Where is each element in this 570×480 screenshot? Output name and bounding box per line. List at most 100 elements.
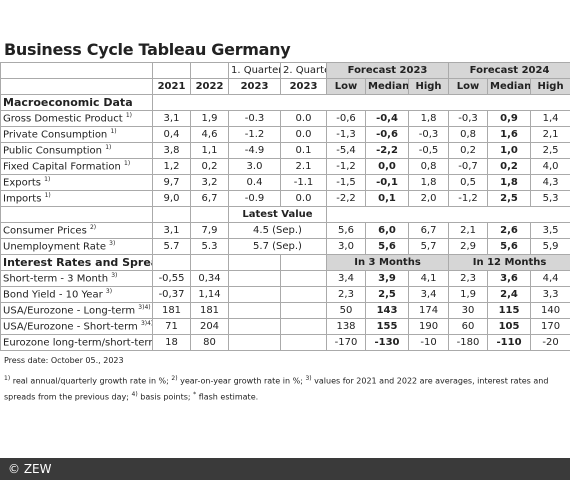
- value: 1,1: [190, 142, 229, 159]
- empty-cell: [0, 206, 153, 223]
- column-header: Low: [326, 78, 366, 95]
- row-label-cell: Private Consumption 1): [0, 126, 153, 143]
- forecast-value: 115: [487, 302, 532, 319]
- footnote-mark: 2): [89, 224, 97, 232]
- forecast-value: 3,6: [487, 270, 532, 287]
- empty-cell: [280, 302, 327, 319]
- data-row: Consumer Prices 2) 3,1 7,9 4.5 (Sep.) 5,6 6,0…: [0, 222, 570, 239]
- section-row: Macroeconomic Data: [0, 94, 570, 111]
- data-row: Gross Domestic Product 1) 3,1 1,9 -0.3 0.0 -0…: [0, 110, 570, 127]
- forecast-value: 2,5: [530, 142, 570, 159]
- value: 0.0: [280, 110, 327, 127]
- forecast-value: -0,4: [365, 110, 409, 127]
- value: 0,34: [190, 270, 229, 287]
- empty-cell: [0, 78, 153, 95]
- data-row: Exports 1) 9,7 3,2 0.4 -1.1 -1,5 -0,1 1,8 0,5 1,8…: [0, 174, 570, 191]
- value: 0,4: [152, 126, 191, 143]
- data-row: USA/Eurozone - Long-term 3)4) 181 181 50 143…: [0, 302, 570, 319]
- row-label: Consumer Prices: [3, 225, 87, 237]
- empty-cell: [325, 206, 570, 223]
- row-label-cell: Bond Yield - 10 Year 3): [0, 286, 153, 303]
- forecast-value: 170: [530, 318, 570, 335]
- forecast-value: 105: [487, 318, 532, 335]
- column-header: 2021: [152, 78, 191, 95]
- empty-cell: [280, 254, 327, 271]
- value: 0,2: [190, 158, 229, 175]
- forecast-value: 5,7: [407, 238, 450, 255]
- footnote-mark: 1): [125, 112, 132, 120]
- footnote-text: basis points;: [140, 392, 191, 402]
- value: -1.1: [280, 174, 327, 191]
- row-label: Unemployment Rate: [3, 241, 106, 253]
- value: 1,2: [152, 158, 191, 175]
- column-group: Forecast 2023: [325, 62, 450, 79]
- empty-cell: [228, 334, 281, 351]
- data-row: USA/Eurozone - Short-term 3)4) 71 204 138 15…: [0, 318, 570, 335]
- column-group: 1. Quarter: [228, 62, 281, 79]
- forecast-value: 2,1: [530, 126, 570, 143]
- empty-cell: [228, 270, 281, 287]
- footnote-mark: 1): [44, 192, 51, 200]
- footnote-mark: 2): [171, 375, 178, 382]
- empty-cell: [228, 254, 281, 271]
- row-label: Public Consumption: [3, 145, 103, 157]
- forecast-value: 174: [407, 302, 450, 319]
- forecast-value: 143: [365, 302, 409, 319]
- forecast-value: 2,6: [487, 222, 532, 239]
- row-label-cell: USA/Eurozone - Long-term 3)4): [0, 302, 153, 319]
- empty-cell: [0, 62, 153, 79]
- forecast-value: 3,9: [365, 270, 409, 287]
- data-row: Public Consumption 1) 3,8 1,1 -4.9 0.1 -5,4 -2…: [0, 142, 570, 159]
- forecast-value: 3,0: [326, 238, 366, 255]
- value: 5.7 (Sep.): [228, 238, 327, 255]
- forecast-value: 3,4: [326, 270, 366, 287]
- footnote-mark: 1): [110, 128, 117, 136]
- empty-cell: [152, 254, 191, 271]
- forecast-value: -5,4: [326, 142, 366, 159]
- forecast-value: 2,3: [448, 270, 489, 287]
- forecast-value: 30: [448, 302, 489, 319]
- row-label: USA/Eurozone - Short-term: [3, 321, 138, 333]
- footnote-mark: 4): [131, 390, 138, 398]
- forecast-value: 0,8: [407, 158, 450, 175]
- footnotes: 1) real annual/quarterly growth rate in …: [4, 372, 564, 403]
- copyright: © ZEW: [8, 462, 52, 476]
- forecast-value: -0,6: [365, 126, 409, 143]
- forecast-value: -110: [487, 334, 532, 351]
- footnote-mark: 1): [105, 144, 112, 152]
- forecast-value: 0,2: [487, 158, 532, 175]
- data-row: Fixed Capital Formation 1) 1,2 0,2 3.0 2.1 -1…: [0, 158, 570, 175]
- forecast-value: 5,9: [530, 238, 570, 255]
- horizon: In 12 Months: [448, 254, 570, 271]
- forecast-value: 4,0: [530, 158, 570, 175]
- column-group: 2. Quarter: [280, 62, 327, 79]
- forecast-value: -0,3: [407, 126, 450, 143]
- forecast-value: 2,4: [487, 286, 532, 303]
- value: 3.0: [228, 158, 281, 175]
- forecast-value: 1,8: [407, 174, 450, 191]
- forecast-value: 5,6: [487, 238, 532, 255]
- section-row: Latest Value: [0, 206, 570, 223]
- subtitle: Latest Value: [228, 206, 327, 223]
- footnote-text: values for 2021 and 2022 are averages, i…: [4, 376, 549, 402]
- value: 4.5 (Sep.): [228, 222, 327, 239]
- footnote-mark: 3): [111, 272, 118, 280]
- forecast-value: 2,5: [487, 190, 532, 207]
- empty-cell: [190, 254, 229, 271]
- forecast-value: 3,3: [530, 286, 570, 303]
- forecast-value: -1,2: [448, 190, 489, 207]
- value: 9,7: [152, 174, 191, 191]
- row-label: Exports: [3, 177, 41, 189]
- forecast-value: 1,0: [487, 142, 532, 159]
- value: -0,55: [152, 270, 191, 287]
- forecast-value: 50: [326, 302, 366, 319]
- value: 2.1: [280, 158, 327, 175]
- footnote-mark: 3): [105, 288, 113, 296]
- column-header: 2023: [280, 78, 327, 95]
- empty-cell: [228, 318, 281, 335]
- column-header: Median: [487, 78, 532, 95]
- footnote-mark: 1): [4, 375, 11, 382]
